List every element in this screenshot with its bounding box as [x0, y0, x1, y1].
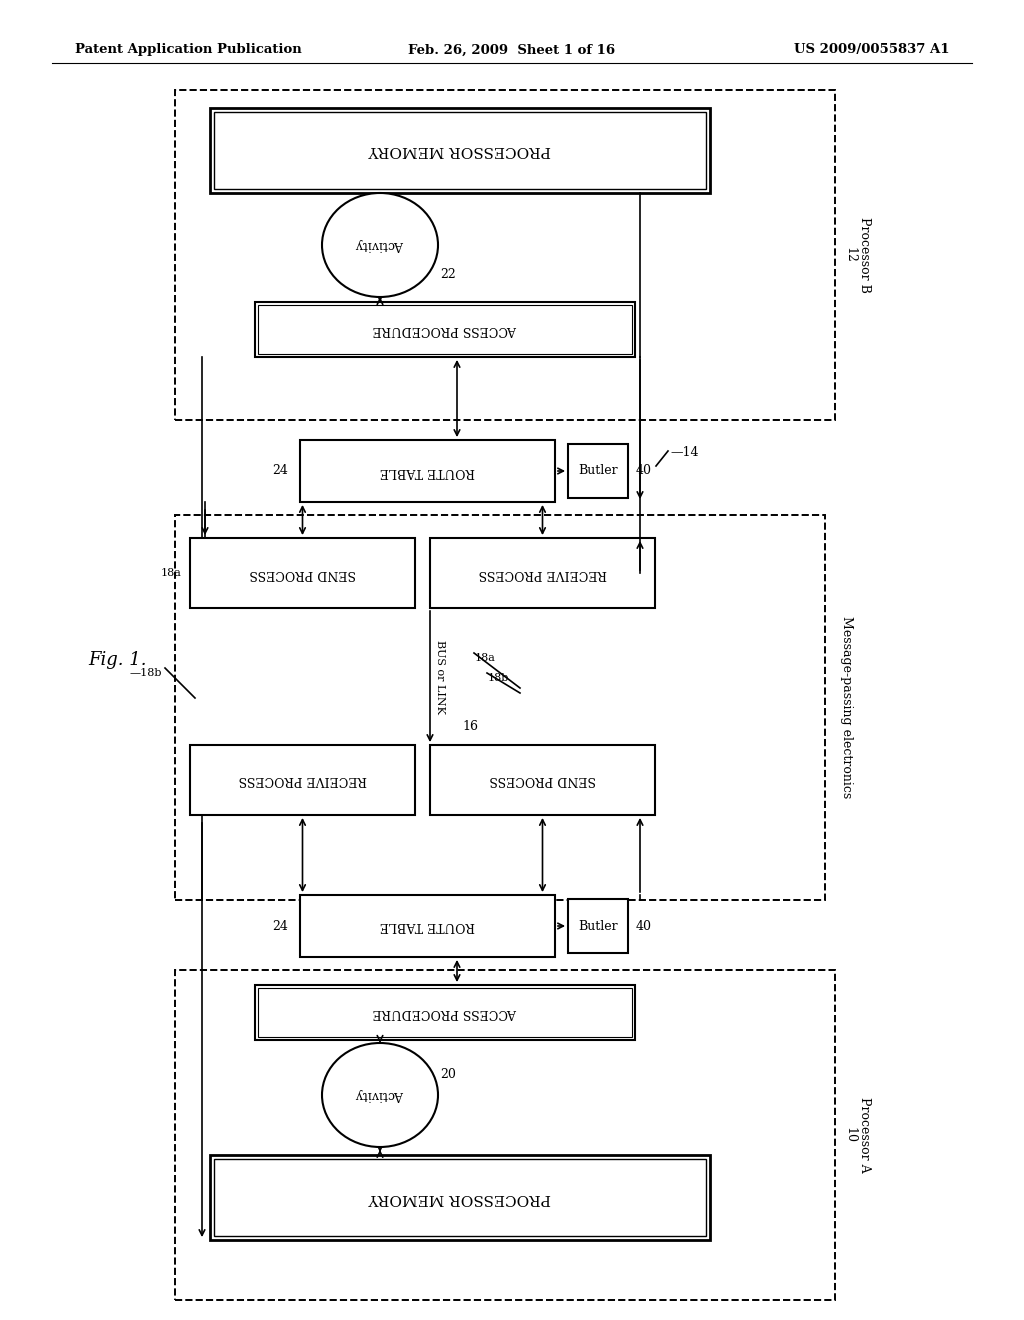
Text: ROUTE TABLE: ROUTE TABLE: [380, 465, 475, 478]
Bar: [430, 539, 655, 609]
Text: Activity: Activity: [356, 239, 404, 252]
Text: RECEIVE PROCESS: RECEIVE PROCESS: [239, 774, 367, 787]
Bar: [175, 515, 825, 900]
Text: SEND PROCESS: SEND PROCESS: [249, 566, 355, 579]
Bar: [214, 112, 706, 189]
Text: Butler: Butler: [579, 920, 617, 932]
Bar: [175, 90, 835, 420]
Text: US 2009/0055837 A1: US 2009/0055837 A1: [795, 44, 950, 57]
Text: 18b: 18b: [488, 673, 509, 682]
Bar: [190, 539, 415, 609]
Text: Processor B
12: Processor B 12: [843, 216, 871, 293]
Bar: [190, 744, 415, 814]
Text: 22: 22: [440, 268, 456, 281]
Text: Activity: Activity: [356, 1089, 404, 1101]
Text: SEND PROCESS: SEND PROCESS: [489, 774, 596, 787]
Text: 20: 20: [440, 1068, 456, 1081]
Text: —14: —14: [670, 446, 698, 459]
Text: ACCESS PROCEDURE: ACCESS PROCEDURE: [373, 323, 517, 337]
Bar: [568, 444, 628, 498]
Text: BUS or LINK: BUS or LINK: [435, 639, 445, 714]
Text: PROCESSOR MEMORY: PROCESSOR MEMORY: [369, 1191, 551, 1204]
Text: ACCESS PROCEDURE: ACCESS PROCEDURE: [373, 1006, 517, 1019]
Text: 16: 16: [462, 721, 478, 734]
Bar: [255, 985, 635, 1040]
Bar: [210, 108, 710, 193]
Text: PROCESSOR MEMORY: PROCESSOR MEMORY: [369, 144, 551, 157]
Bar: [255, 302, 635, 356]
Text: Feb. 26, 2009  Sheet 1 of 16: Feb. 26, 2009 Sheet 1 of 16: [409, 44, 615, 57]
Text: 40: 40: [636, 920, 652, 932]
Text: 24: 24: [272, 920, 288, 932]
Bar: [214, 1159, 706, 1236]
Ellipse shape: [322, 1043, 438, 1147]
Bar: [210, 1155, 710, 1239]
Text: Patent Application Publication: Patent Application Publication: [75, 44, 302, 57]
Ellipse shape: [322, 193, 438, 297]
Text: 24: 24: [272, 465, 288, 478]
Bar: [300, 895, 555, 957]
Text: RECEIVE PROCESS: RECEIVE PROCESS: [478, 566, 606, 579]
Text: 18a: 18a: [161, 568, 182, 578]
Bar: [258, 305, 632, 354]
Text: Message-passing electronics: Message-passing electronics: [841, 616, 853, 799]
Text: ROUTE TABLE: ROUTE TABLE: [380, 920, 475, 932]
Text: Fig. 1.: Fig. 1.: [88, 651, 146, 669]
Text: Processor A
10: Processor A 10: [843, 1097, 871, 1172]
Bar: [175, 970, 835, 1300]
Bar: [430, 744, 655, 814]
Text: —18b: —18b: [129, 668, 162, 678]
Bar: [300, 440, 555, 502]
Bar: [258, 987, 632, 1038]
Text: 40: 40: [636, 465, 652, 478]
Bar: [568, 899, 628, 953]
Text: Butler: Butler: [579, 465, 617, 478]
Text: 18a: 18a: [475, 653, 496, 663]
